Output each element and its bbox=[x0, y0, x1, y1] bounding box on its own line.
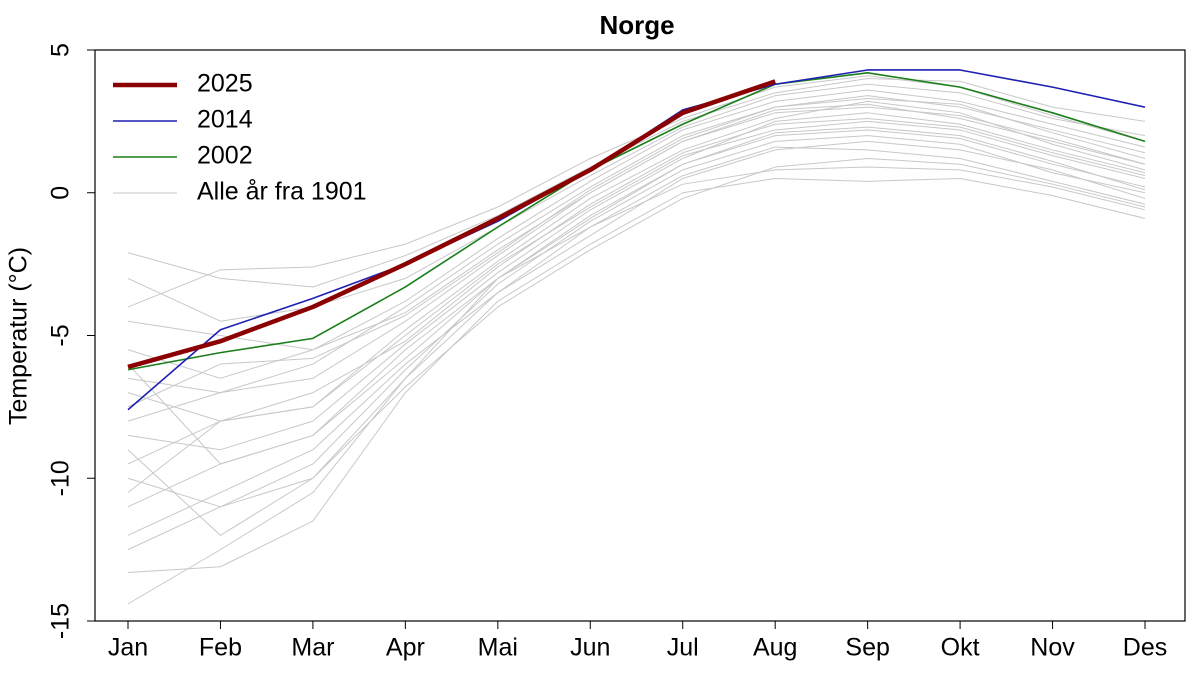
x-tick-label: Feb bbox=[199, 634, 242, 662]
x-tick-label: Aug bbox=[753, 634, 797, 662]
year-line bbox=[127, 95, 1146, 394]
x-tick-label: Mai bbox=[478, 634, 518, 662]
year-line bbox=[127, 100, 1146, 422]
x-tick-label: Jul bbox=[667, 634, 699, 662]
year-line bbox=[127, 120, 1146, 465]
x-tick-label: Jan bbox=[108, 634, 148, 662]
x-tick-label: Sep bbox=[845, 634, 889, 662]
year-line bbox=[127, 103, 1146, 379]
y-tick-label: 0 bbox=[47, 186, 75, 200]
chart-title: Norge bbox=[599, 10, 674, 40]
year-line bbox=[127, 89, 1146, 351]
series-line bbox=[127, 79, 776, 370]
year-line bbox=[127, 126, 1146, 465]
x-tick-label: Des bbox=[1123, 634, 1167, 662]
year-line bbox=[127, 157, 1146, 551]
series-line bbox=[127, 69, 1146, 411]
year-line bbox=[127, 146, 1146, 536]
x-tick-label: Jun bbox=[570, 634, 610, 662]
x-tick-label: Mar bbox=[291, 634, 334, 662]
x-tick-label: Apr bbox=[386, 634, 425, 662]
y-tick-label: -15 bbox=[47, 603, 75, 639]
y-tick-label: -10 bbox=[47, 460, 75, 496]
legend-label: Alle år fra 1901 bbox=[197, 178, 367, 206]
y-tick-label: 5 bbox=[47, 43, 75, 57]
legend-label: 2002 bbox=[197, 142, 253, 170]
year-line bbox=[127, 98, 1146, 408]
year-line bbox=[127, 83, 1146, 322]
x-tick-label: Okt bbox=[941, 634, 980, 662]
year-line bbox=[127, 118, 1146, 493]
year-line bbox=[127, 135, 1146, 508]
year-line bbox=[127, 166, 1146, 605]
plot-frame bbox=[94, 49, 1186, 622]
year-line bbox=[127, 112, 1146, 451]
y-tick-label: -5 bbox=[47, 324, 75, 346]
year-line bbox=[127, 78, 1146, 288]
legend-label: 2025 bbox=[197, 70, 253, 98]
x-tick-label: Nov bbox=[1030, 634, 1075, 662]
series-line bbox=[127, 72, 1146, 371]
y-axis-label: Temperatur (°C) bbox=[5, 247, 33, 425]
year-line bbox=[127, 177, 1146, 573]
year-line bbox=[127, 140, 1146, 536]
legend-label: 2014 bbox=[197, 106, 253, 134]
